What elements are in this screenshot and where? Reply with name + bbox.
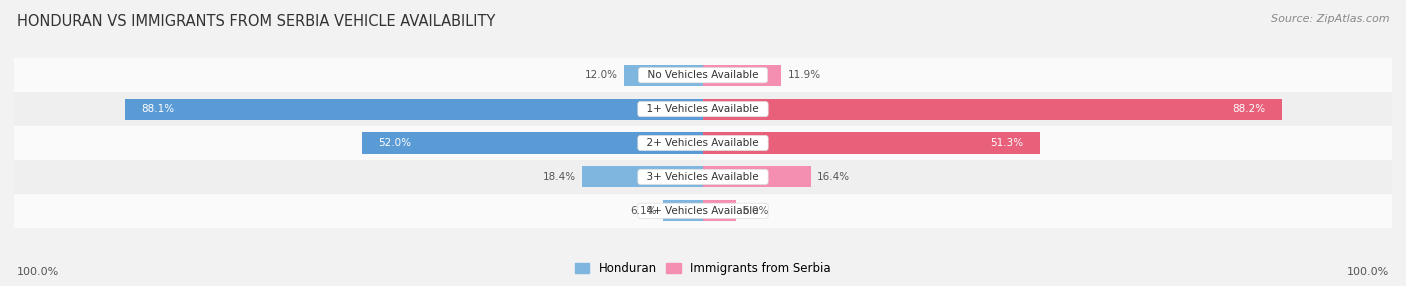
Text: 88.1%: 88.1%: [142, 104, 174, 114]
Text: HONDURAN VS IMMIGRANTS FROM SERBIA VEHICLE AVAILABILITY: HONDURAN VS IMMIGRANTS FROM SERBIA VEHIC…: [17, 14, 495, 29]
Bar: [0, 194, 1406, 228]
Bar: [703, 200, 735, 221]
Text: 12.0%: 12.0%: [585, 70, 617, 80]
Bar: [703, 132, 1039, 154]
Bar: [582, 166, 703, 187]
Legend: Honduran, Immigrants from Serbia: Honduran, Immigrants from Serbia: [571, 258, 835, 280]
Text: 18.4%: 18.4%: [543, 172, 575, 182]
Text: 51.3%: 51.3%: [990, 138, 1024, 148]
Bar: [0, 58, 1406, 92]
Bar: [125, 99, 703, 120]
Bar: [0, 160, 1406, 194]
Bar: [0, 92, 1406, 126]
Text: 4+ Vehicles Available: 4+ Vehicles Available: [641, 206, 765, 216]
Text: 100.0%: 100.0%: [17, 267, 59, 277]
Bar: [0, 126, 1406, 160]
Text: 3+ Vehicles Available: 3+ Vehicles Available: [641, 172, 765, 182]
Text: 16.4%: 16.4%: [817, 172, 851, 182]
Bar: [703, 99, 1282, 120]
Text: 88.2%: 88.2%: [1232, 104, 1265, 114]
Text: 5.0%: 5.0%: [742, 206, 769, 216]
Text: 100.0%: 100.0%: [1347, 267, 1389, 277]
Bar: [624, 65, 703, 86]
Bar: [664, 200, 703, 221]
Text: 52.0%: 52.0%: [378, 138, 411, 148]
Text: 1+ Vehicles Available: 1+ Vehicles Available: [641, 104, 765, 114]
Bar: [361, 132, 703, 154]
Text: 6.1%: 6.1%: [630, 206, 657, 216]
Text: 2+ Vehicles Available: 2+ Vehicles Available: [641, 138, 765, 148]
Text: 11.9%: 11.9%: [787, 70, 821, 80]
Text: No Vehicles Available: No Vehicles Available: [641, 70, 765, 80]
Bar: [703, 65, 782, 86]
Text: Source: ZipAtlas.com: Source: ZipAtlas.com: [1271, 14, 1389, 24]
Bar: [703, 166, 811, 187]
